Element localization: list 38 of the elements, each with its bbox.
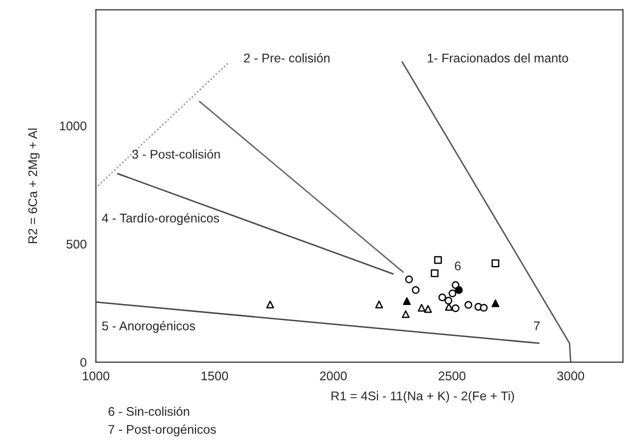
annotation: 5 - Anorogénicos	[102, 321, 196, 333]
annotation: 4 - Tardío-orogénicos	[102, 213, 220, 225]
point	[266, 300, 274, 308]
point	[418, 304, 426, 312]
x-axis-title: R1 = 4Si - 11(Na + K) - 2(Fe + Ti)	[332, 391, 514, 403]
x-tick-label: 1000	[82, 372, 110, 380]
point	[434, 256, 442, 264]
text: 7 - Post-orogénicos	[108, 424, 216, 436]
annotation: 7	[534, 322, 540, 330]
point	[403, 297, 411, 306]
annotation: 1- Fracionados del manto	[428, 53, 568, 62]
point	[452, 304, 460, 312]
point	[375, 300, 383, 308]
x-tick-label: 1500	[202, 372, 228, 380]
point	[464, 301, 472, 309]
point	[424, 305, 432, 313]
point	[492, 259, 500, 268]
y-tick-label: 500	[66, 240, 86, 249]
point	[412, 286, 420, 294]
point	[444, 296, 452, 305]
x-tick-label: 2000	[320, 372, 347, 380]
annotation: 6	[454, 262, 461, 270]
annotation: 3 - Post-colisión	[132, 149, 220, 159]
annotation: 2 - Pre- colisión	[244, 53, 330, 62]
point	[448, 289, 456, 298]
point	[402, 310, 410, 318]
y-axis-title: R2 = 6Ca + 2Mg + Al	[28, 128, 40, 244]
text: 6 - Sin-colisión	[108, 406, 190, 416]
y-tick-label: 0	[80, 358, 86, 367]
point	[438, 293, 446, 302]
point	[480, 304, 488, 312]
point	[430, 269, 439, 278]
x-tick-label: 3000	[557, 372, 584, 380]
point	[455, 286, 463, 294]
point	[405, 276, 413, 284]
y-tick-label: 1000	[60, 121, 86, 130]
point	[492, 299, 500, 308]
x-tick-label: 2500	[438, 372, 466, 380]
